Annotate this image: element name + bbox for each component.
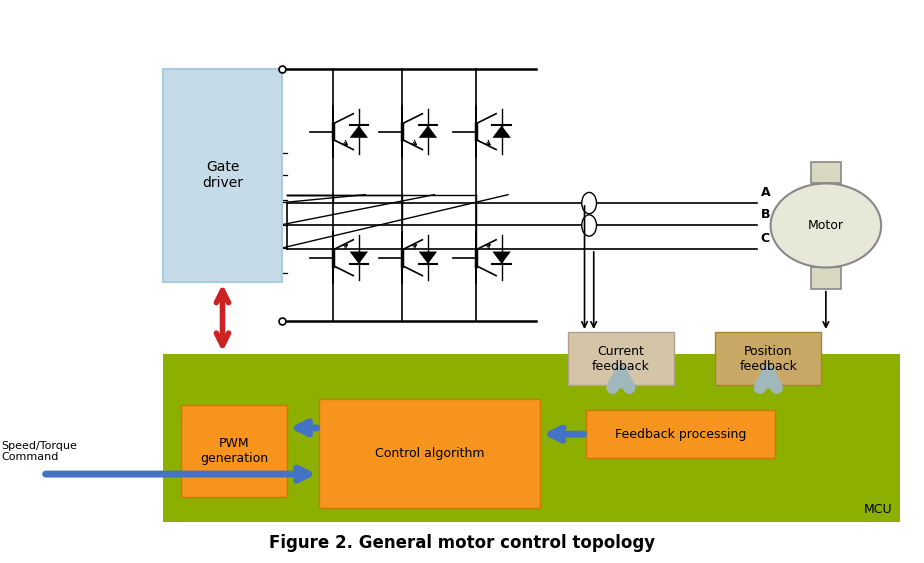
Polygon shape: [349, 252, 368, 264]
Ellipse shape: [582, 193, 597, 214]
Bar: [811, 162, 841, 184]
Text: Gate
driver: Gate driver: [202, 160, 243, 190]
Polygon shape: [419, 252, 437, 264]
Ellipse shape: [771, 184, 881, 267]
Text: A: A: [760, 186, 770, 199]
Polygon shape: [492, 126, 511, 138]
Polygon shape: [419, 126, 437, 138]
Text: C: C: [760, 231, 770, 244]
Text: Feedback processing: Feedback processing: [615, 428, 747, 441]
Text: Position
feedback: Position feedback: [739, 345, 797, 373]
Text: MCU: MCU: [864, 503, 893, 516]
Bar: [811, 267, 841, 289]
Text: B: B: [760, 208, 770, 221]
Bar: [587, 410, 775, 458]
Text: Current
feedback: Current feedback: [592, 345, 650, 373]
Polygon shape: [492, 252, 511, 264]
Text: PWM
generation: PWM generation: [200, 437, 268, 465]
Polygon shape: [349, 126, 368, 138]
Text: Figure 2. General motor control topology: Figure 2. General motor control topology: [269, 534, 655, 552]
Bar: [715, 332, 821, 385]
Bar: [163, 69, 283, 282]
Bar: [163, 354, 900, 522]
Text: Speed/Torque
Command: Speed/Torque Command: [2, 441, 78, 462]
Bar: [568, 332, 674, 385]
Bar: [319, 399, 541, 508]
Ellipse shape: [582, 215, 597, 236]
Bar: [181, 405, 287, 497]
Text: Motor: Motor: [808, 219, 844, 232]
Text: Control algorithm: Control algorithm: [375, 447, 484, 461]
